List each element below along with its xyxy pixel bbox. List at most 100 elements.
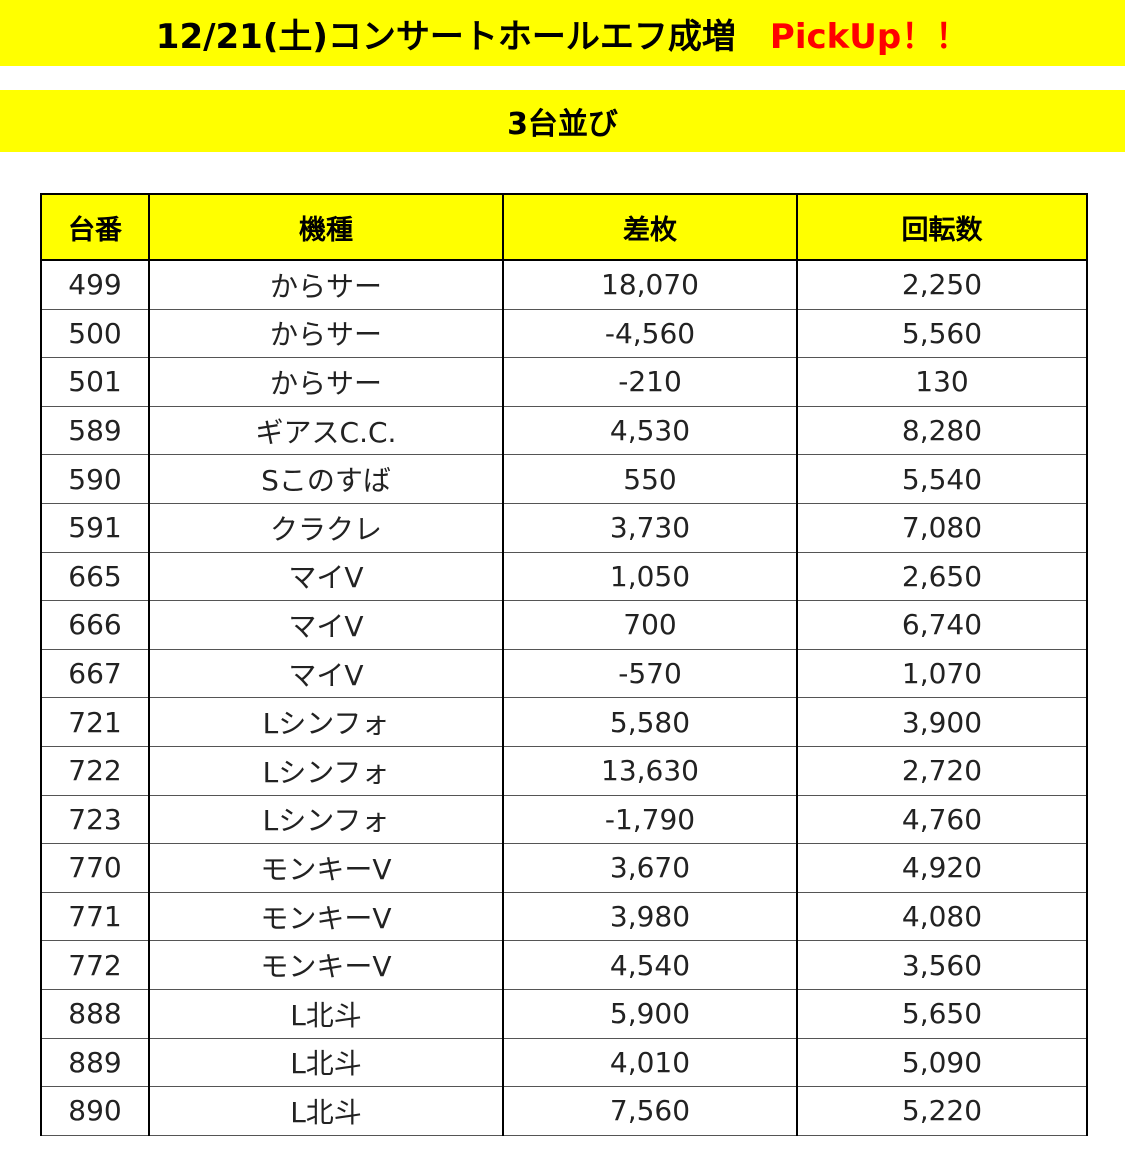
table-row: 723 Lシンフォ -1,790 4,760 — [40, 795, 1088, 845]
cell-spins: 8,280 — [796, 406, 1088, 456]
cell-model: モンキーV — [148, 940, 504, 990]
table-row: 722 Lシンフォ 13,630 2,720 — [40, 746, 1088, 796]
cell-difference: 4,540 — [502, 940, 798, 990]
cell-model: ギアスC.C. — [148, 406, 504, 456]
cell-model: L北斗 — [148, 1086, 504, 1136]
cell-spins: 2,720 — [796, 746, 1088, 796]
cell-spins: 5,540 — [796, 454, 1088, 504]
cell-model: からサー — [148, 260, 504, 310]
cell-machine-number: 772 — [40, 940, 150, 990]
cell-spins: 5,090 — [796, 1038, 1088, 1088]
cell-machine-number: 666 — [40, 600, 150, 650]
title-banner: 12/21(土)コンサートホールエフ成増 PickUp！！ — [0, 0, 1125, 66]
table-row: 589 ギアスC.C. 4,530 8,280 — [40, 406, 1088, 456]
cell-spins: 2,250 — [796, 260, 1088, 310]
cell-machine-number: 589 — [40, 406, 150, 456]
cell-difference: 3,670 — [502, 843, 798, 893]
table-row: 666 マイV 700 6,740 — [40, 600, 1088, 650]
cell-model: マイV — [148, 600, 504, 650]
cell-model: クラクレ — [148, 503, 504, 553]
cell-machine-number: 770 — [40, 843, 150, 893]
table-row: 501 からサー -210 130 — [40, 357, 1088, 407]
table-row: 591 クラクレ 3,730 7,080 — [40, 503, 1088, 553]
page-title: 12/21(土)コンサートホールエフ成増 — [155, 16, 736, 57]
cell-machine-number: 500 — [40, 309, 150, 359]
cell-difference: 18,070 — [502, 260, 798, 310]
cell-spins: 5,650 — [796, 989, 1088, 1039]
cell-model: L北斗 — [148, 1038, 504, 1088]
table-row: 500 からサー -4,560 5,560 — [40, 309, 1088, 359]
cell-model: L北斗 — [148, 989, 504, 1039]
pickup-label: PickUp！！ — [769, 16, 970, 57]
cell-difference: 7,560 — [502, 1086, 798, 1136]
cell-model: マイV — [148, 649, 504, 699]
cell-model: Lシンフォ — [148, 795, 504, 845]
table-row: 665 マイV 1,050 2,650 — [40, 552, 1088, 602]
cell-machine-number: 771 — [40, 892, 150, 942]
cell-machine-number: 499 — [40, 260, 150, 310]
cell-machine-number: 665 — [40, 552, 150, 602]
cell-difference: -210 — [502, 357, 798, 407]
table-row: 667 マイV -570 1,070 — [40, 649, 1088, 699]
table-row: 888 L北斗 5,900 5,650 — [40, 989, 1088, 1039]
results-table: 台番 機種 差枚 回転数 499 からサー 18,070 2,250 500 からサー -4… — [40, 193, 1088, 1136]
cell-machine-number: 889 — [40, 1038, 150, 1088]
cell-spins: 3,560 — [796, 940, 1088, 990]
cell-difference: 5,580 — [502, 697, 798, 747]
table-row: 770 モンキーV 3,670 4,920 — [40, 843, 1088, 893]
table-row: 890 L北斗 7,560 5,220 — [40, 1086, 1088, 1136]
cell-difference: 550 — [502, 454, 798, 504]
cell-spins: 5,560 — [796, 309, 1088, 359]
cell-machine-number: 721 — [40, 697, 150, 747]
cell-machine-number: 888 — [40, 989, 150, 1039]
cell-spins: 6,740 — [796, 600, 1088, 650]
cell-machine-number: 667 — [40, 649, 150, 699]
cell-machine-number: 723 — [40, 795, 150, 845]
cell-spins: 1,070 — [796, 649, 1088, 699]
cell-difference: 13,630 — [502, 746, 798, 796]
cell-model: Sこのすば — [148, 454, 504, 504]
cell-spins: 2,650 — [796, 552, 1088, 602]
column-header-difference: 差枚 — [502, 193, 798, 261]
cell-machine-number: 501 — [40, 357, 150, 407]
cell-difference: 4,530 — [502, 406, 798, 456]
cell-machine-number: 590 — [40, 454, 150, 504]
table-body: 499 からサー 18,070 2,250 500 からサー -4,560 5,560 501 か… — [40, 260, 1088, 1136]
cell-difference: 1,050 — [502, 552, 798, 602]
cell-difference: -4,560 — [502, 309, 798, 359]
cell-spins: 4,760 — [796, 795, 1088, 845]
table-row: 590 Sこのすば 550 5,540 — [40, 454, 1088, 504]
cell-spins: 5,220 — [796, 1086, 1088, 1136]
table-row: 499 からサー 18,070 2,250 — [40, 260, 1088, 310]
column-header-model: 機種 — [148, 193, 504, 261]
cell-spins: 130 — [796, 357, 1088, 407]
cell-machine-number: 591 — [40, 503, 150, 553]
cell-difference: -570 — [502, 649, 798, 699]
section-title: 3台並び — [507, 107, 618, 142]
cell-difference: 5,900 — [502, 989, 798, 1039]
cell-spins: 4,920 — [796, 843, 1088, 893]
cell-difference: 4,010 — [502, 1038, 798, 1088]
cell-difference: 700 — [502, 600, 798, 650]
table-row: 721 Lシンフォ 5,580 3,900 — [40, 697, 1088, 747]
column-header-spins: 回転数 — [796, 193, 1088, 261]
cell-model: Lシンフォ — [148, 746, 504, 796]
cell-model: Lシンフォ — [148, 697, 504, 747]
cell-spins: 7,080 — [796, 503, 1088, 553]
cell-difference: 3,980 — [502, 892, 798, 942]
cell-difference: 3,730 — [502, 503, 798, 553]
cell-difference: -1,790 — [502, 795, 798, 845]
column-header-machine-number: 台番 — [40, 193, 150, 261]
cell-model: からサー — [148, 309, 504, 359]
subtitle-banner: 3台並び — [0, 90, 1125, 152]
table-row: 771 モンキーV 3,980 4,080 — [40, 892, 1088, 942]
table-row: 772 モンキーV 4,540 3,560 — [40, 940, 1088, 990]
cell-model: からサー — [148, 357, 504, 407]
cell-model: モンキーV — [148, 892, 504, 942]
cell-model: モンキーV — [148, 843, 504, 893]
cell-spins: 3,900 — [796, 697, 1088, 747]
cell-machine-number: 722 — [40, 746, 150, 796]
table-row: 889 L北斗 4,010 5,090 — [40, 1038, 1088, 1088]
table-header-row: 台番 機種 差枚 回転数 — [40, 193, 1088, 261]
cell-model: マイV — [148, 552, 504, 602]
